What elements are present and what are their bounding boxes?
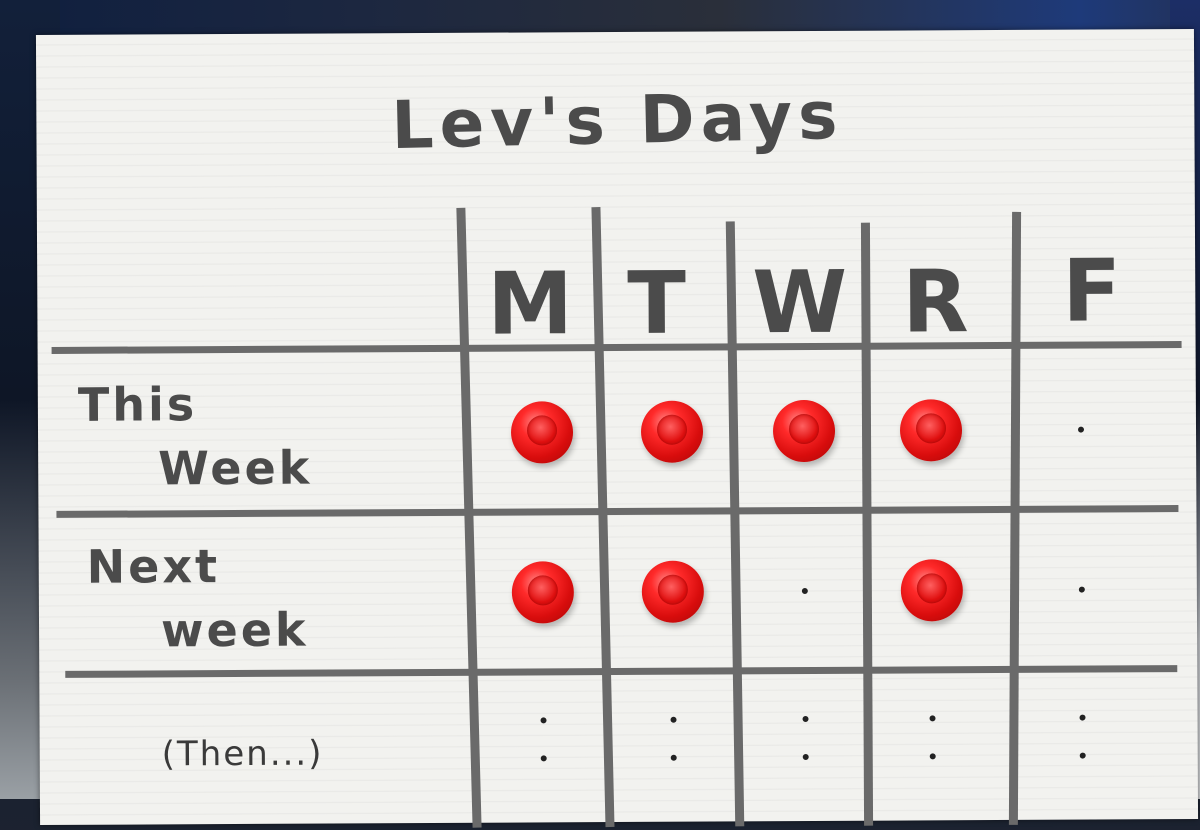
day-header-wednesday: W (752, 252, 848, 354)
grid-line-vertical (456, 207, 482, 828)
row-label-next-week: Next week (87, 534, 309, 663)
empty-hole (1078, 586, 1085, 593)
pin-next-week-thursday (900, 559, 964, 622)
empty-hole (540, 755, 547, 762)
row-label-then: (Then...) (161, 733, 324, 775)
empty-hole (1078, 426, 1085, 433)
empty-hole (1079, 714, 1086, 721)
empty-hole (670, 754, 677, 761)
day-header-friday: F (1062, 241, 1122, 342)
pin-this-week-thursday (899, 399, 963, 462)
empty-hole (802, 716, 809, 723)
day-header-monday: M (487, 254, 574, 355)
pin-this-week-monday (510, 401, 574, 464)
row-label-this-week: This Week (78, 372, 313, 501)
row-label-line: This (77, 377, 198, 432)
empty-hole (929, 753, 936, 760)
day-header-tuesday: T (627, 253, 687, 354)
empty-hole (540, 717, 547, 724)
grid-line-vertical (725, 221, 745, 827)
grid-line-vertical (591, 207, 615, 828)
pin-this-week-tuesday (640, 400, 704, 463)
empty-hole (670, 716, 677, 723)
row-label-line: week (160, 602, 309, 658)
empty-hole (1079, 752, 1086, 759)
empty-hole (802, 754, 809, 761)
row-label-line: Next (86, 539, 221, 594)
pin-next-week-tuesday (641, 560, 705, 623)
day-header-thursday: R (902, 252, 969, 353)
empty-hole (929, 715, 936, 722)
empty-hole (801, 588, 808, 595)
pin-next-week-monday (511, 561, 575, 624)
pin-this-week-wednesday (772, 399, 836, 463)
grid-line-vertical (860, 222, 874, 826)
chart-board: Lev's Days M T W R F This Week Next week… (35, 28, 1199, 828)
grid-line-vertical (1008, 211, 1022, 825)
board-title: Lev's Days (390, 76, 845, 165)
row-label-line: Week (158, 440, 313, 496)
